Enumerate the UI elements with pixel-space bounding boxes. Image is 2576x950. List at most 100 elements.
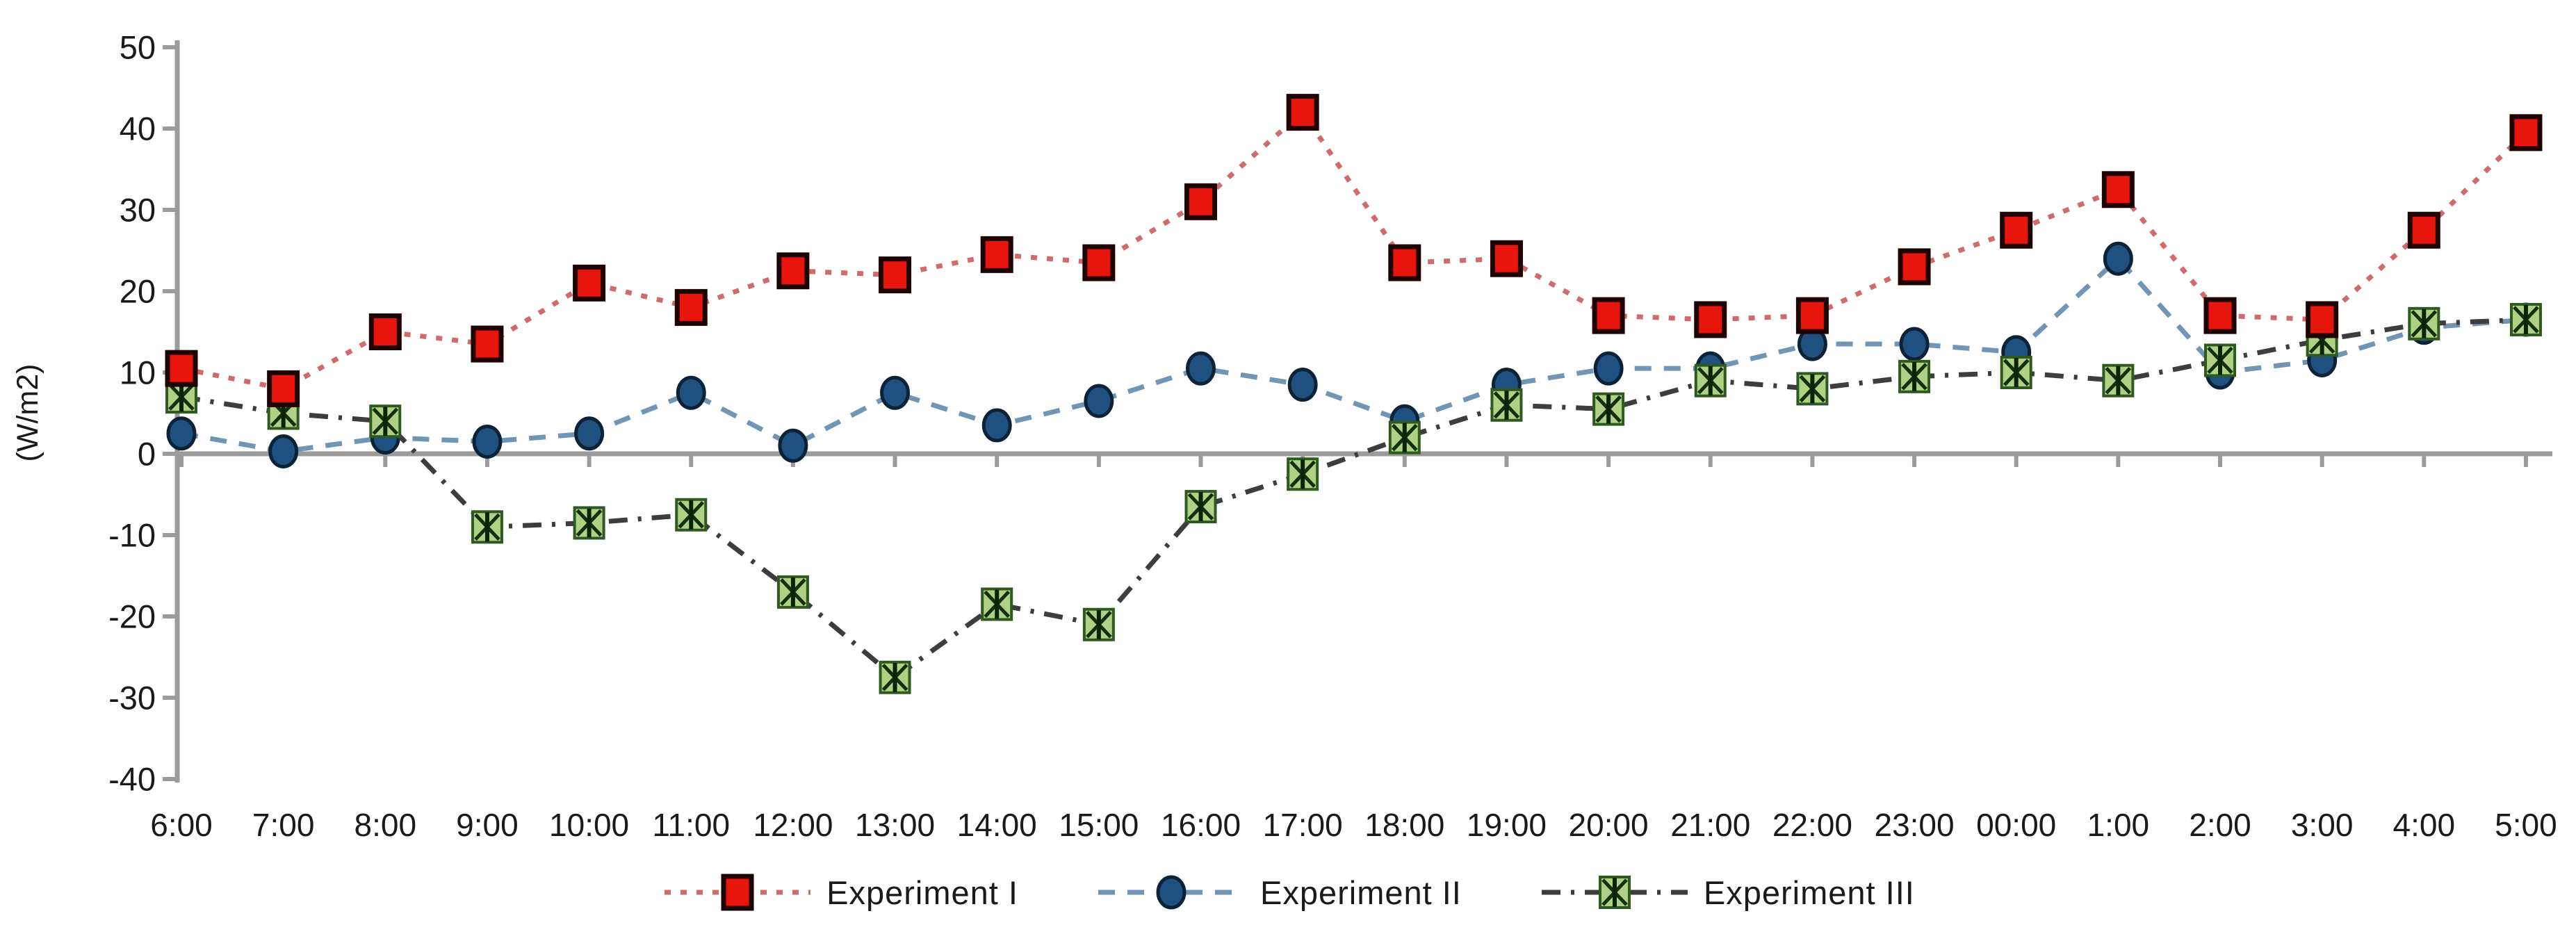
data-point-marker [2204, 343, 2236, 377]
data-point-marker [166, 416, 197, 451]
data-point-marker [574, 416, 605, 451]
series-experiment-iii [165, 302, 2542, 694]
data-point-marker [1084, 384, 1114, 418]
data-point-marker [1287, 368, 1318, 402]
x-axis-tick-label: 4:00 [2393, 807, 2456, 843]
x-axis-tick-label: 8:00 [354, 807, 417, 843]
data-point-marker [2000, 356, 2032, 389]
data-point-marker [573, 506, 605, 540]
x-axis-tick-label: 00:00 [1976, 807, 2056, 843]
data-point-marker [2407, 211, 2440, 249]
x-axis-tick-label: 19:00 [1467, 807, 1547, 843]
data-point-marker [1592, 297, 1625, 334]
data-point-marker [1899, 327, 1930, 361]
data-point-marker [472, 424, 503, 459]
data-point-marker [1593, 351, 1624, 386]
data-point-marker [879, 660, 911, 694]
y-axis-tick-label: -20 [108, 598, 156, 635]
x-axis-tick-label: 12:00 [753, 807, 833, 843]
data-point-marker [369, 404, 402, 439]
y-axis-tick-label: -30 [108, 680, 156, 716]
data-point-marker [1286, 94, 1319, 131]
series-line [181, 255, 2527, 454]
data-point-marker [471, 510, 503, 544]
data-point-marker [1287, 457, 1319, 491]
data-point-marker [2408, 306, 2440, 341]
y-axis-title: (W/m2) [11, 364, 44, 462]
data-point-marker [1184, 183, 1217, 220]
data-point-marker [778, 428, 808, 463]
x-axis-tick-label: 23:00 [1874, 807, 1954, 843]
data-point-marker [1490, 388, 1523, 422]
data-point-marker [2509, 114, 2543, 151]
series-line [181, 108, 2528, 392]
y-axis-tick-label: 40 [120, 110, 156, 147]
data-point-marker [1795, 297, 1829, 334]
data-point-marker [1898, 248, 1931, 286]
data-point-marker [879, 256, 912, 294]
data-point-marker [2103, 241, 2133, 276]
y-axis-tick-label: 50 [120, 29, 156, 66]
x-axis-tick-label: 21:00 [1670, 807, 1750, 843]
data-point-marker [1490, 240, 1523, 277]
x-axis-tick-label: 14:00 [957, 807, 1037, 843]
legend-marker-experiment-1-icon [665, 874, 811, 911]
series-experiment-i [165, 94, 2543, 407]
data-point-marker [2203, 297, 2237, 334]
data-point-marker [1186, 351, 1216, 386]
x-axis-tick-label: 22:00 [1772, 807, 1852, 843]
data-point-marker [776, 575, 809, 609]
data-point-marker [267, 370, 300, 407]
data-point-marker [2509, 302, 2542, 336]
data-point-marker [1694, 301, 1727, 338]
x-axis-tick-label: 1:00 [2087, 807, 2150, 843]
legend-item-experiment-3: Experiment III [1538, 867, 1915, 917]
x-axis-tick-label: 10:00 [549, 807, 629, 843]
x-axis-tick-label: 5:00 [2495, 807, 2557, 843]
x-axis-tick-label: 18:00 [1364, 807, 1444, 843]
data-point-marker [471, 325, 504, 363]
data-point-marker [880, 375, 911, 410]
data-point-marker [2102, 363, 2135, 398]
legend-label-experiment-1: Experiment I [826, 874, 1018, 911]
data-point-marker [165, 350, 198, 387]
data-point-marker [980, 236, 1013, 273]
legend: Experiment I Experiment II Experiment II… [0, 867, 2576, 917]
data-point-marker [1592, 392, 1625, 426]
data-point-marker [1082, 244, 1116, 281]
data-point-marker [1898, 359, 1931, 393]
data-point-marker [2101, 171, 2135, 208]
data-point-marker [2000, 211, 2033, 249]
data-point-marker [2306, 301, 2339, 338]
x-axis-tick-label: 6:00 [150, 807, 213, 843]
y-axis-tick-label: -10 [108, 517, 156, 554]
legend-item-experiment-2: Experiment II [1095, 867, 1462, 917]
legend-item-experiment-1: Experiment I [661, 867, 1018, 917]
data-point-marker [1184, 490, 1217, 524]
x-axis-tick-label: 16:00 [1161, 807, 1241, 843]
data-point-marker [573, 264, 606, 302]
data-point-marker [1796, 372, 1829, 406]
data-point-marker [676, 375, 706, 410]
x-axis-tick-label: 13:00 [855, 807, 935, 843]
y-axis-tick-label: 10 [120, 354, 156, 391]
x-axis-tick-label: 2:00 [2189, 807, 2251, 843]
data-point-marker [981, 408, 1012, 443]
x-axis-tick-label: 15:00 [1059, 807, 1139, 843]
data-point-marker [1388, 420, 1421, 454]
x-axis-tick-label: 11:00 [652, 807, 730, 843]
legend-label-experiment-3: Experiment III [1703, 874, 1915, 911]
y-axis-tick-label: 30 [120, 192, 156, 229]
series-experiment-ii [166, 241, 2541, 468]
y-axis-tick-label: 20 [120, 273, 156, 310]
data-point-marker [1388, 244, 1421, 281]
y-axis-tick-label: -40 [108, 761, 156, 798]
data-point-marker [368, 313, 402, 350]
y-axis-tick-label: 0 [138, 436, 156, 473]
series-line [181, 317, 2527, 681]
axes: 50 40 30 20 10 0 -10 -20 -30 -40 6:00 7:00 8:00 9:00 1… [108, 29, 2557, 844]
data-point-marker [1082, 607, 1115, 641]
x-axis-tick-label: 9:00 [456, 807, 519, 843]
